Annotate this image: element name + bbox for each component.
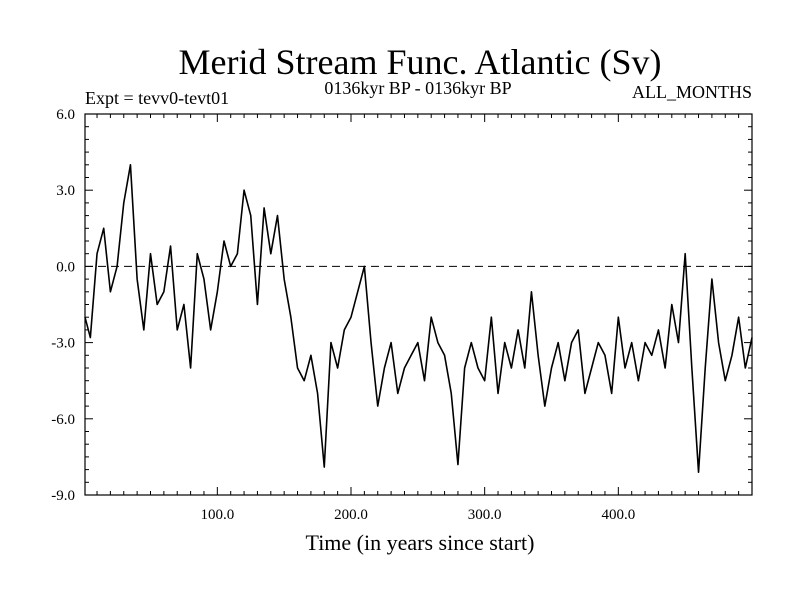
x-tick-label: 200.0 <box>334 507 368 523</box>
x-tick-label: 300.0 <box>468 507 502 523</box>
x-tick-label: 400.0 <box>601 507 635 523</box>
chart-subtitle-left: Expt = tevv0-tevt01 <box>85 88 229 108</box>
y-tick-label: -3.0 <box>51 336 75 352</box>
chart-subtitle-center: 0136kyr BP - 0136kyr BP <box>324 78 511 98</box>
y-tick-label: 0.0 <box>56 259 75 275</box>
x-axis-label: Time (in years since start) <box>306 530 535 555</box>
y-tick-label: 6.0 <box>56 107 75 123</box>
y-tick-label: -9.0 <box>51 488 75 504</box>
series-line <box>84 164 753 473</box>
y-tick-label: -6.0 <box>51 412 75 428</box>
x-tick-label: 100.0 <box>200 507 234 523</box>
chart-subtitle-right: ALL_MONTHS <box>632 82 752 102</box>
axis-ticks <box>85 113 753 496</box>
axis-tick-labels: 6.0 3.0 0.0 -3.0 -6.0 -9.0 100.0 200.0 300.0 400.… <box>51 107 635 523</box>
chart-title: Merid Stream Func. Atlantic (Sv) <box>179 42 662 82</box>
y-tick-label: 3.0 <box>56 183 75 199</box>
plot-frame <box>84 113 753 496</box>
